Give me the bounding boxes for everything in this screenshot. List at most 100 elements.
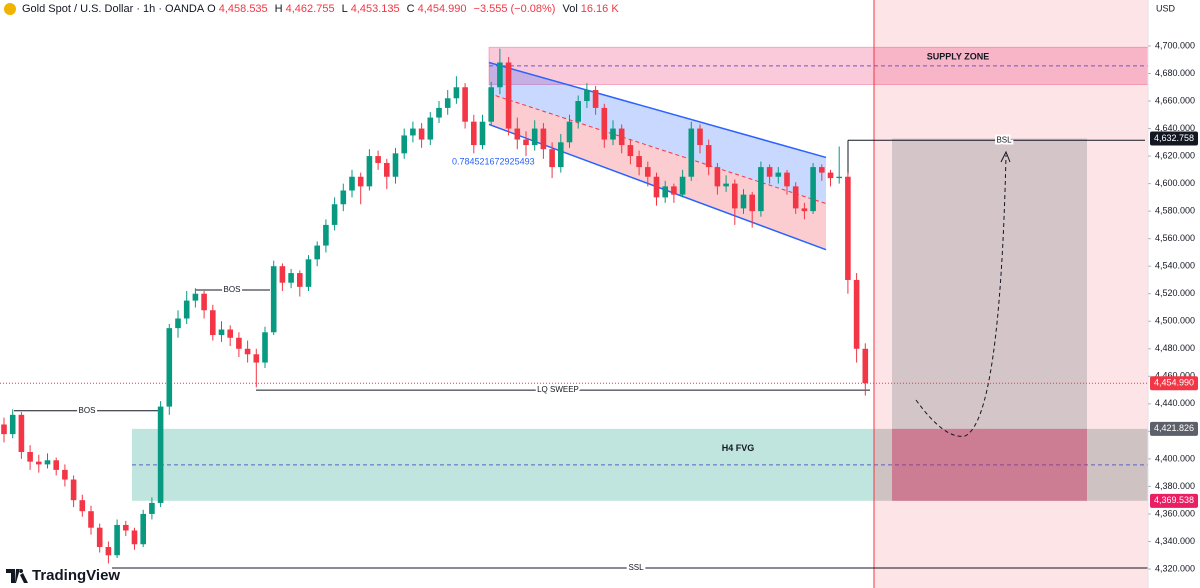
change: −3.555 (−0.08%) xyxy=(473,3,556,15)
candle-body xyxy=(688,128,695,177)
y-tick-label: 4,400.000 xyxy=(1155,453,1195,463)
candle-body xyxy=(853,279,860,349)
candle-body xyxy=(653,176,660,198)
candle-body xyxy=(157,406,164,503)
ohlc-value: 4,462.755 xyxy=(285,3,335,15)
volume-value: 16.16 K xyxy=(580,3,619,15)
candle-body xyxy=(697,128,703,146)
candle-body xyxy=(140,513,146,545)
candle-body xyxy=(401,135,407,154)
level-label: LQ SWEEP xyxy=(537,385,579,394)
candle-body xyxy=(801,208,808,212)
candle-body xyxy=(262,332,268,363)
candle-body xyxy=(53,460,59,470)
candle-body xyxy=(792,186,799,209)
candle-body xyxy=(418,128,425,140)
candle-body xyxy=(201,293,207,311)
symbol-title: Gold Spot / U.S. Dollar · 1h · OANDA xyxy=(22,3,205,15)
candle-body xyxy=(210,310,216,336)
brand: TradingView xyxy=(6,567,120,584)
zone-label: H4 FVG xyxy=(722,443,755,453)
candle-body xyxy=(105,546,112,556)
candle-body xyxy=(679,176,686,195)
y-tick-label: 4,520.000 xyxy=(1155,288,1195,298)
price-tag xyxy=(1150,493,1198,508)
candle-body xyxy=(505,62,512,129)
candle-body xyxy=(462,87,468,122)
candle-body xyxy=(227,329,233,338)
candle-body xyxy=(540,128,547,150)
candle-body xyxy=(236,337,242,349)
ohlc-key: C xyxy=(406,3,415,15)
price-tag-label: 4,369.538 xyxy=(1154,495,1194,505)
candle-body xyxy=(357,176,364,187)
candle-body xyxy=(244,348,251,355)
price-axis xyxy=(1148,0,1200,588)
candle-body xyxy=(288,273,294,283)
y-tick-label: 4,320.000 xyxy=(1155,563,1195,573)
currency-label: USD xyxy=(1156,3,1176,13)
candle-body xyxy=(392,153,399,177)
candle-body xyxy=(270,266,277,333)
y-tick-label: 4,360.000 xyxy=(1155,508,1195,518)
channel-upper xyxy=(488,61,827,159)
level-label: BOS xyxy=(79,406,96,415)
candle-body xyxy=(444,98,451,108)
y-tick-label: 4,600.000 xyxy=(1155,178,1195,188)
candle-body xyxy=(9,414,16,435)
candle-body xyxy=(488,87,494,122)
candle-body xyxy=(601,107,608,140)
candle-body xyxy=(523,139,529,146)
candle-body xyxy=(819,167,825,173)
y-tick-label: 4,580.000 xyxy=(1155,206,1195,216)
candle-body xyxy=(479,121,486,146)
candle-body xyxy=(671,186,677,195)
candle-body xyxy=(575,101,581,122)
candle-body xyxy=(331,204,338,225)
candle-body xyxy=(827,172,834,179)
position-stop xyxy=(892,428,1087,501)
channel-label: 0.784521672925493 xyxy=(452,156,535,166)
candle-body xyxy=(1,424,7,435)
ohlc-key: O xyxy=(207,3,216,15)
y-tick-label: 4,500.000 xyxy=(1155,316,1195,326)
y-tick-label: 4,440.000 xyxy=(1155,398,1195,408)
candle-body xyxy=(766,167,773,177)
candle-body xyxy=(218,329,225,336)
candle-body xyxy=(305,259,312,287)
y-tick-label: 4,380.000 xyxy=(1155,481,1195,491)
price-tag xyxy=(1150,376,1198,391)
price-tag-label: 4,421.826 xyxy=(1154,423,1194,433)
y-tick-label: 4,700.000 xyxy=(1155,40,1195,50)
y-tick-label: 4,620.000 xyxy=(1155,150,1195,160)
arrow-head xyxy=(1000,150,1011,163)
ohlc-value: 4,458.535 xyxy=(218,3,268,15)
candle-body xyxy=(514,128,521,140)
y-tick-label: 4,460.000 xyxy=(1155,371,1195,381)
y-tick-label: 4,560.000 xyxy=(1155,233,1195,243)
candle-body xyxy=(340,190,347,205)
candle-body xyxy=(714,167,721,187)
candle-body xyxy=(131,530,138,545)
candle-body xyxy=(732,183,738,209)
symbol-header: Gold Spot / U.S. Dollar · 1h · OANDA O 4,… xyxy=(4,3,623,15)
candle-body xyxy=(384,162,390,177)
candle-body xyxy=(810,167,816,212)
y-tick-label: 4,680.000 xyxy=(1155,68,1195,78)
candle-body xyxy=(592,90,599,108)
brand-logo xyxy=(6,568,28,583)
candle-body xyxy=(149,502,155,514)
candle-body xyxy=(740,194,747,209)
candle-body xyxy=(70,479,77,501)
candle-body xyxy=(627,145,634,157)
candle-body xyxy=(36,461,42,465)
y-tick-label: 4,540.000 xyxy=(1155,261,1195,271)
candle-body xyxy=(314,245,320,260)
candle-body xyxy=(375,156,381,163)
y-tick-label: 4,480.000 xyxy=(1155,343,1195,353)
candle-body xyxy=(531,128,538,146)
candle-body xyxy=(453,87,460,99)
candle-body xyxy=(427,117,434,140)
